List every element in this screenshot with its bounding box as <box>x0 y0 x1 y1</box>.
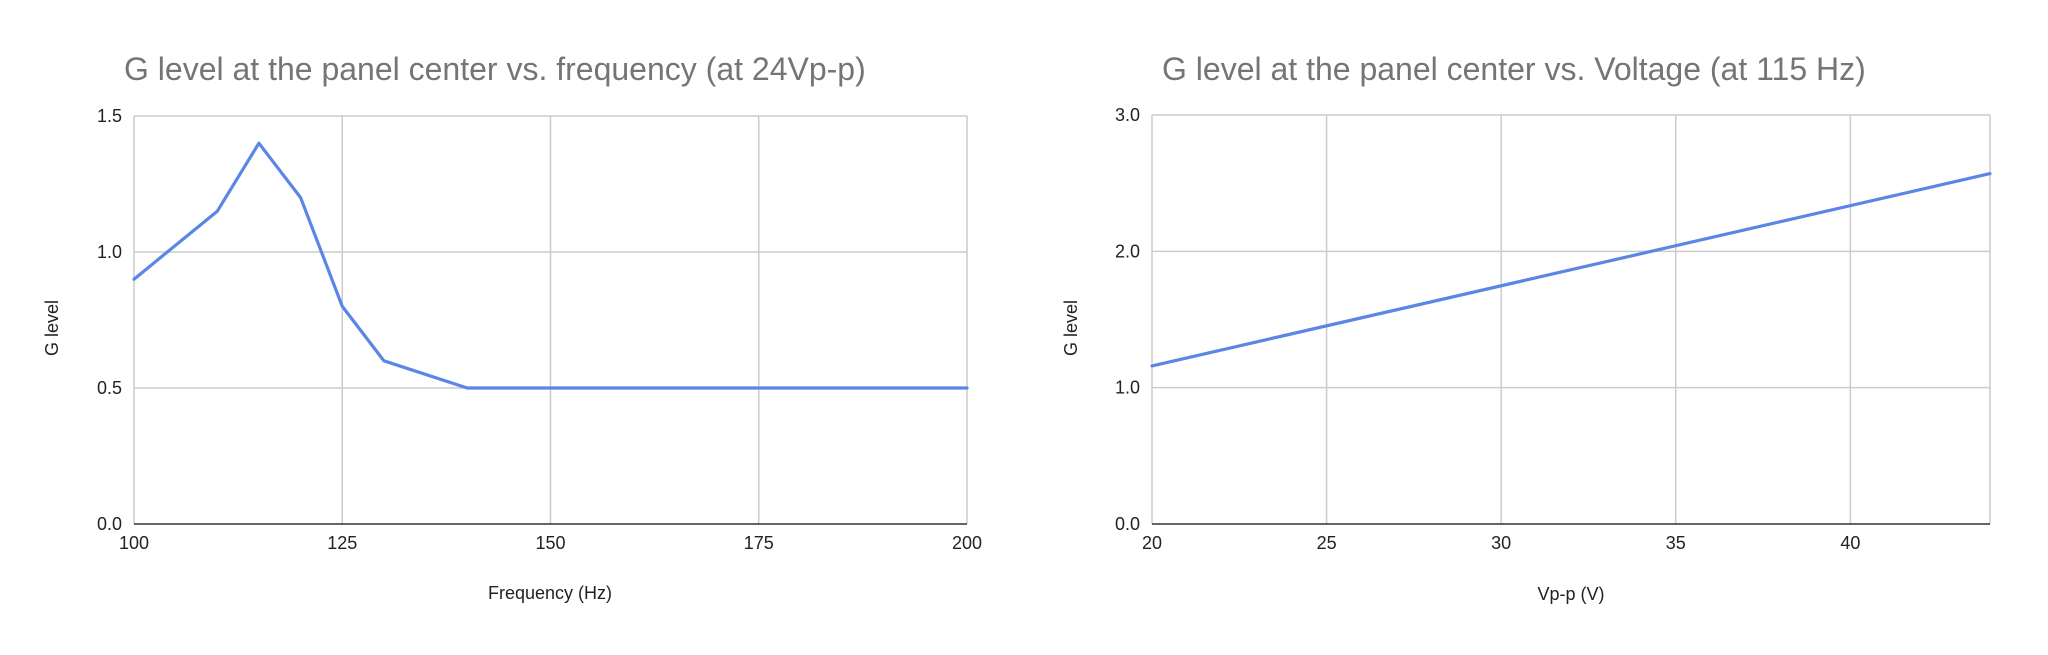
x-tick-label: 40 <box>1840 533 1860 553</box>
x-tick-label: 30 <box>1491 533 1511 553</box>
x-axis-title: Frequency (Hz) <box>488 583 612 603</box>
x-axis-title: Vp-p (V) <box>1537 584 1604 604</box>
series-layer <box>1150 172 1992 368</box>
grid-layer <box>1151 114 1991 524</box>
y-tick-label: 1.0 <box>97 242 122 262</box>
x-tick-label: 25 <box>1317 533 1337 553</box>
chart-frequency: G level at the panel center vs. frequenc… <box>42 51 982 603</box>
x-tick-label: 125 <box>327 533 357 553</box>
chart-voltage: G level at the panel center vs. Voltage … <box>1061 51 1992 604</box>
x-tick-label: 20 <box>1142 533 1162 553</box>
y-tick-label: 3.0 <box>1115 105 1140 125</box>
y-tick-label: 0.5 <box>97 378 122 398</box>
x-tick-label: 200 <box>952 533 982 553</box>
grid-layer <box>133 115 968 524</box>
y-tick-label: 0.0 <box>97 514 122 534</box>
chart-title: G level at the panel center vs. frequenc… <box>124 51 866 87</box>
y-tick-label: 2.0 <box>1115 241 1140 261</box>
y-axis-title: G level <box>42 300 62 356</box>
y-tick-label: 1.0 <box>1115 378 1140 398</box>
series-line <box>132 141 969 390</box>
x-tick-label: 150 <box>535 533 565 553</box>
chart-title: G level at the panel center vs. Voltage … <box>1162 51 1866 87</box>
y-axis-title: G level <box>1061 300 1081 356</box>
axis-layer: 0.0 0.5 1.0 1.5 100 125 150 175 200 <box>97 106 982 553</box>
x-tick-label: 100 <box>119 533 149 553</box>
series-line <box>1150 172 1992 368</box>
x-tick-label: 175 <box>744 533 774 553</box>
series-layer <box>132 141 969 390</box>
axis-layer: 0.0 1.0 2.0 3.0 20 25 30 35 40 <box>1115 105 1990 553</box>
y-tick-label: 1.5 <box>97 106 122 126</box>
y-tick-label: 0.0 <box>1115 514 1140 534</box>
x-tick-label: 35 <box>1666 533 1686 553</box>
